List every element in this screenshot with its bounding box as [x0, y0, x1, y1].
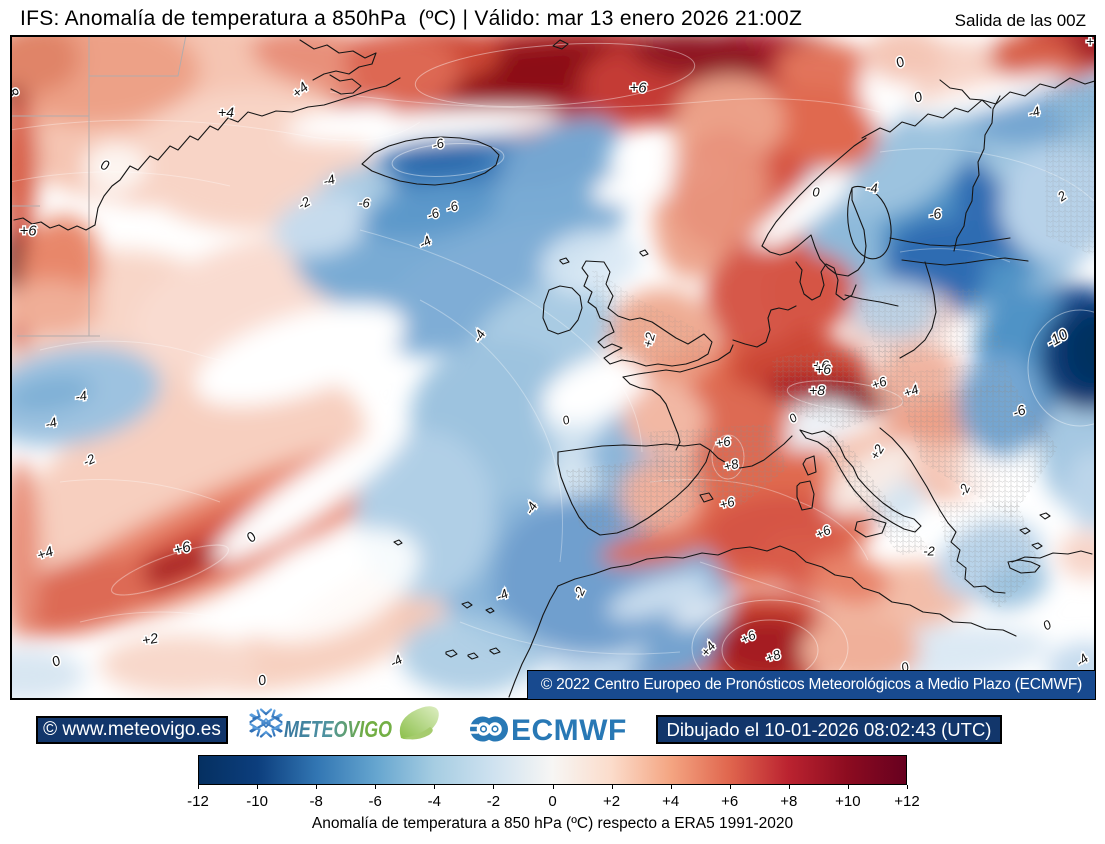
svg-text:+4: +4	[35, 543, 56, 564]
svg-text:+6: +6	[629, 79, 647, 96]
svg-text:+6: +6	[19, 222, 37, 239]
svg-text:-6: -6	[927, 205, 942, 223]
svg-text:-6: -6	[358, 196, 370, 211]
svg-text:ECMWF: ECMWF	[511, 714, 627, 747]
svg-text:-4: -4	[866, 181, 878, 196]
svg-text:+: +	[1086, 35, 1094, 49]
svg-text:+6: +6	[815, 361, 831, 377]
svg-text:+8: +8	[722, 456, 741, 475]
svg-text:-4: -4	[74, 388, 88, 405]
svg-text:0: 0	[812, 185, 820, 200]
svg-text:-2: -2	[923, 544, 935, 559]
svg-text:-4: -4	[321, 171, 336, 188]
svg-text:+8: +8	[809, 382, 825, 398]
svg-text:+6: +6	[718, 494, 737, 513]
svg-text:+2: +2	[640, 330, 659, 349]
svg-text:METEOVIGO: METEOVIGO	[284, 716, 392, 742]
svg-text:+6: +6	[714, 433, 732, 450]
svg-text:+6: +6	[813, 357, 829, 373]
svg-text:+4: +4	[901, 381, 920, 400]
svg-text:+2: +2	[141, 630, 160, 649]
svg-text:-4: -4	[43, 414, 58, 431]
svg-text:-4: -4	[1026, 103, 1041, 120]
svg-text:+4: +4	[218, 104, 234, 120]
